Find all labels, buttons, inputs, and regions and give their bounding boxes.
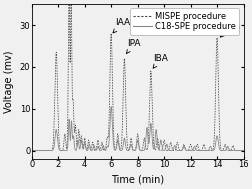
Text: IPA: IPA [126, 39, 140, 53]
Text: NAA: NAA [219, 22, 239, 37]
Text: IBA: IBA [152, 54, 168, 68]
Text: IAA: IAA [113, 18, 130, 33]
Legend: MISPE procedure, C18-SPE procedure: MISPE procedure, C18-SPE procedure [130, 8, 238, 35]
Y-axis label: Voltage (mv): Voltage (mv) [4, 50, 14, 113]
X-axis label: Time (min): Time (min) [111, 175, 164, 185]
